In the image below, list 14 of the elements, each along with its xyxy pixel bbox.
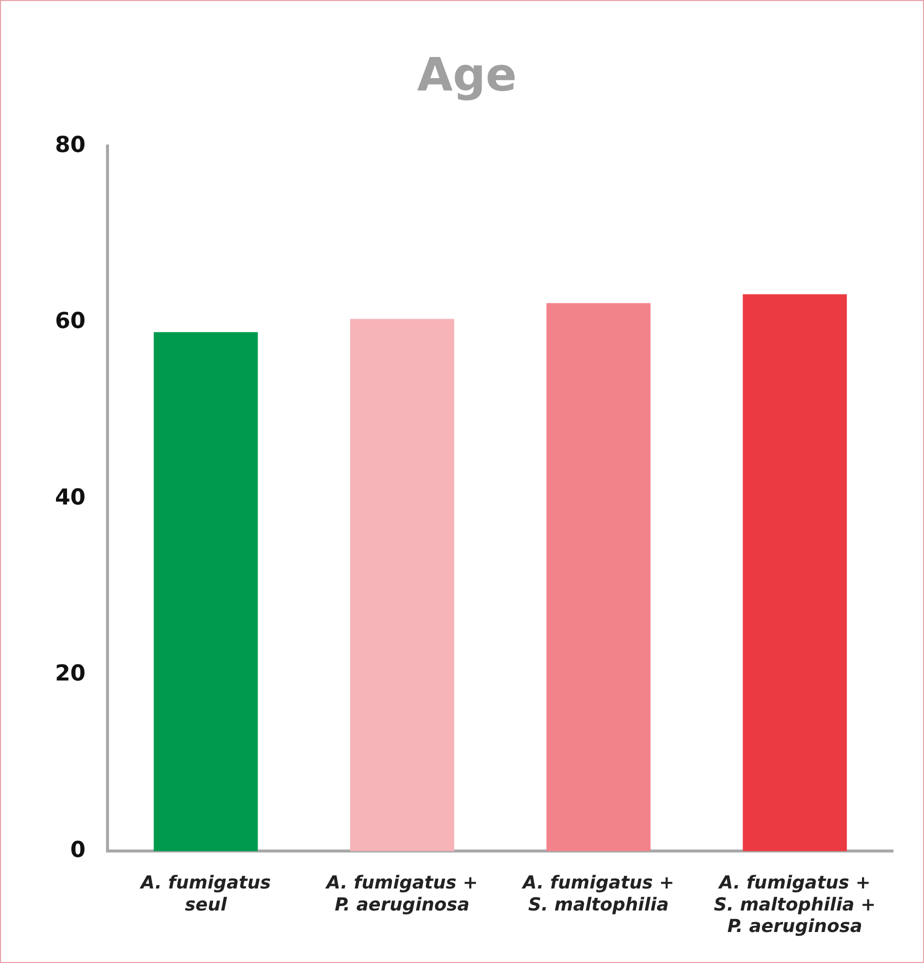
y-tick-label: 20 (54, 662, 86, 687)
bar (546, 303, 651, 852)
y-tick-label: 80 (54, 132, 86, 158)
x-tick-label: A. fumigatus + P. aeruginosa (324, 872, 478, 916)
x-tick-label: A. fumigatus + S. maltophilia (520, 872, 674, 916)
y-tick-label: 60 (54, 309, 86, 334)
bar (154, 332, 258, 852)
y-tick-label: 0 (70, 838, 86, 863)
bar (350, 318, 454, 852)
y-tick-label: 40 (54, 485, 86, 510)
bar (742, 294, 847, 852)
x-tick-label: A. fumigatus + S. maltophilia + P. aeruginosa (714, 872, 876, 937)
x-tick-label: A. fumigatus seul (138, 872, 272, 916)
chart-title: Age (417, 48, 517, 102)
